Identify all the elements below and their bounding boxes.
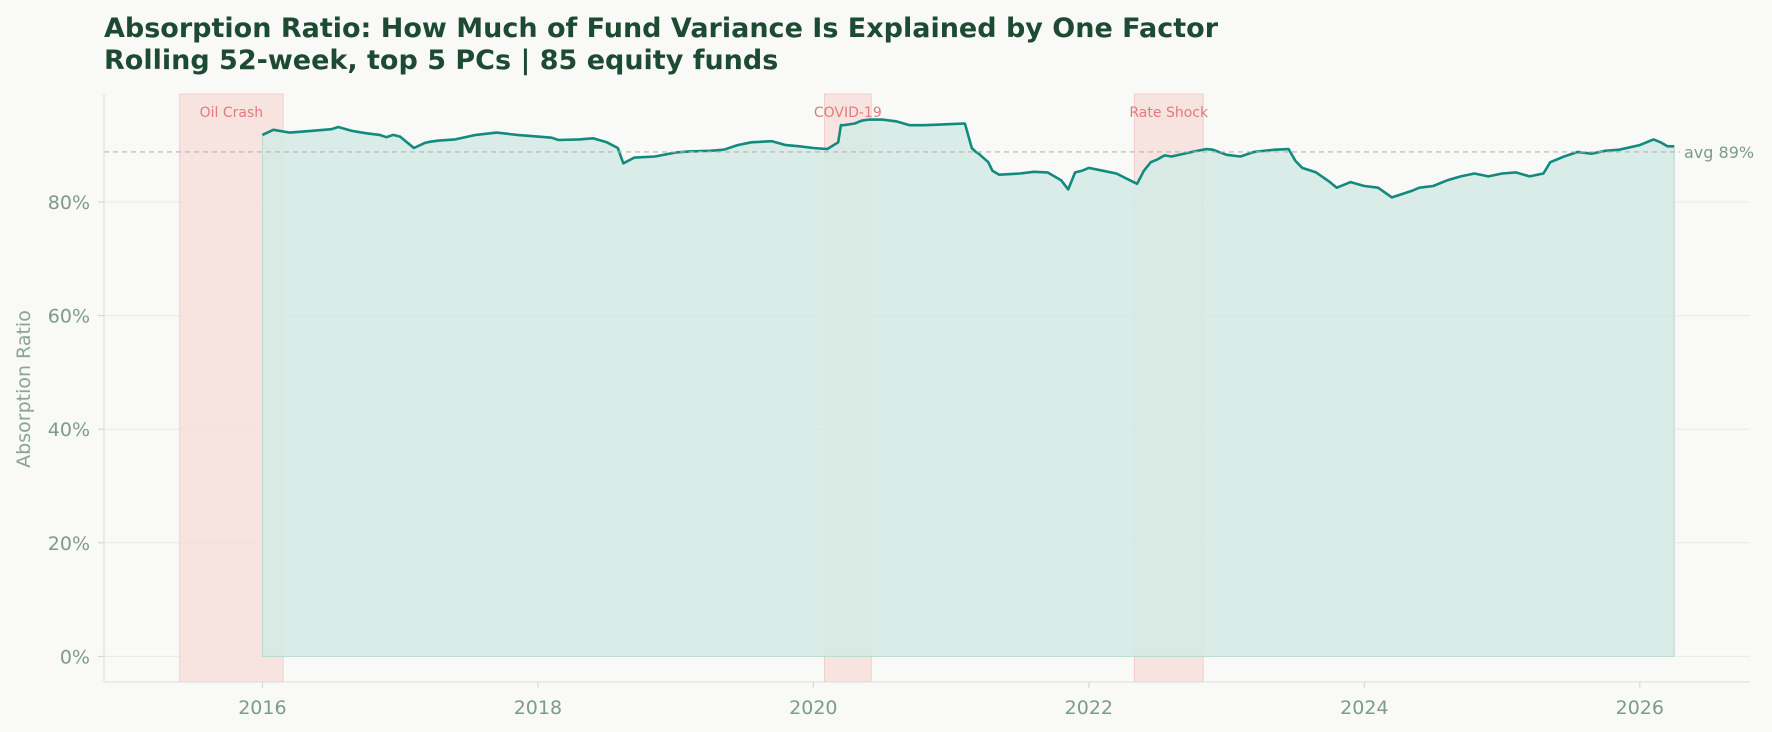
event-label: COVID-19: [814, 105, 882, 121]
area-series: [261, 118, 1675, 657]
chart-subtitle: Rolling 52-week, top 5 PCs | 85 equity f…: [104, 45, 778, 76]
x-tick-label: 2016: [238, 697, 286, 719]
average-reference: avg 89%: [104, 143, 1754, 162]
x-tick-label: 2018: [514, 697, 562, 719]
series-line: [261, 118, 1675, 199]
x-tick-label: 2020: [789, 697, 837, 719]
event-label: Rate Shock: [1129, 105, 1209, 121]
y-tick-label: 20%: [48, 533, 90, 555]
x-tick-label: 2024: [1340, 697, 1388, 719]
x-tick-label: 2026: [1616, 697, 1664, 719]
chart-title: Absorption Ratio: How Much of Fund Varia…: [104, 13, 1219, 44]
event-labels: Oil Crash COVID-19 Rate Shock: [200, 105, 1209, 121]
average-label: avg 89%: [1684, 143, 1754, 162]
x-tick-label: 2022: [1065, 697, 1113, 719]
y-axis-label: Absorption Ratio: [13, 310, 35, 468]
axes: 0% 20% 40% 60% 80% 2016 2018 2020 2022 2024 2026: [48, 94, 1750, 719]
y-tick-label: 80%: [48, 192, 90, 214]
event-label: Oil Crash: [200, 105, 264, 121]
area-fill: [261, 119, 1675, 657]
y-tick-label: 60%: [48, 306, 90, 328]
y-tick-label: 0%: [60, 646, 90, 668]
y-tick-label: 40%: [48, 419, 90, 441]
